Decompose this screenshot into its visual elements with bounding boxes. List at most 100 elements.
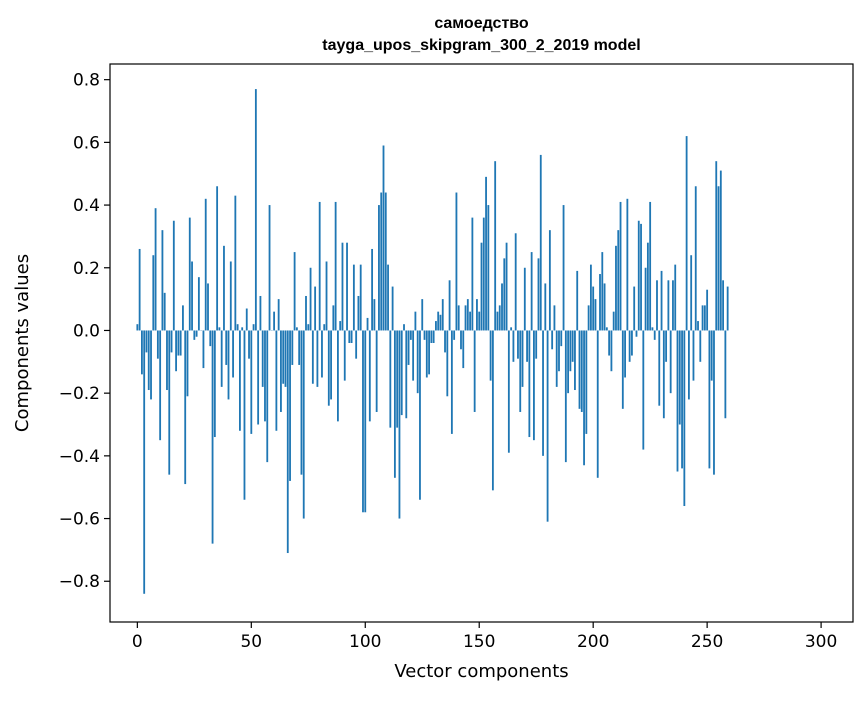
bar (697, 321, 699, 330)
bar (581, 330, 583, 412)
bar (549, 230, 551, 330)
bar (244, 330, 246, 499)
bar (396, 330, 398, 427)
bar (720, 171, 722, 331)
bar (462, 330, 464, 368)
bar (540, 155, 542, 331)
bar (168, 330, 170, 474)
bar (412, 330, 414, 380)
bar (358, 296, 360, 330)
bar (216, 186, 218, 330)
bar (727, 287, 729, 331)
bar (314, 287, 316, 331)
bar (383, 146, 385, 331)
bar (419, 330, 421, 499)
bar (296, 327, 298, 330)
bar (234, 196, 236, 331)
bar (702, 305, 704, 330)
bar (706, 290, 708, 331)
y-axis-ticks: −0.8−0.6−0.4−0.20.00.20.40.60.8 (59, 71, 110, 593)
bar (421, 299, 423, 330)
bar (335, 202, 337, 331)
bar (569, 330, 571, 371)
bar (162, 230, 164, 330)
x-tick-label: 0 (132, 632, 143, 652)
bar (207, 283, 209, 330)
bar (556, 330, 558, 386)
x-tick-label: 200 (577, 632, 609, 652)
bar (547, 330, 549, 521)
bar (663, 330, 665, 418)
y-tick-label: 0.6 (73, 133, 100, 153)
bar (513, 330, 515, 361)
x-tick-label: 300 (805, 632, 837, 652)
bar (645, 268, 647, 331)
bar (622, 330, 624, 408)
bar (326, 261, 328, 330)
bar (348, 330, 350, 343)
bar (567, 330, 569, 393)
bar (683, 330, 685, 506)
bar (519, 330, 521, 412)
bar (656, 280, 658, 330)
x-tick-label: 150 (463, 632, 495, 652)
bar (709, 330, 711, 468)
bar (339, 321, 341, 330)
bar (595, 299, 597, 330)
bar (353, 265, 355, 331)
bar (417, 330, 419, 393)
bar (155, 208, 157, 330)
y-tick-label: 0.2 (73, 259, 100, 279)
bar (182, 305, 184, 330)
bar (665, 330, 667, 361)
bar (647, 243, 649, 331)
bar (428, 330, 430, 374)
bar (674, 265, 676, 331)
bar (565, 330, 567, 462)
y-tick-label: 0.8 (73, 71, 100, 91)
bar (599, 274, 601, 330)
bar (597, 330, 599, 477)
bar (433, 330, 435, 343)
bar (560, 330, 562, 346)
bar (467, 299, 469, 330)
bar (278, 299, 280, 330)
bar (693, 330, 695, 380)
y-tick-label: 0.4 (73, 196, 100, 216)
bar (533, 330, 535, 440)
bar (542, 330, 544, 455)
bar (681, 330, 683, 468)
bar (218, 327, 220, 330)
bar (551, 330, 553, 349)
bar (228, 330, 230, 399)
bar (371, 249, 373, 331)
x-tick-label: 250 (691, 632, 723, 652)
bar (346, 243, 348, 331)
bar (487, 205, 489, 330)
bar (298, 330, 300, 364)
bar (718, 186, 720, 330)
bar (369, 330, 371, 421)
bar (469, 312, 471, 331)
bar (638, 221, 640, 331)
bar (699, 330, 701, 361)
bar (280, 330, 282, 412)
bar (387, 265, 389, 331)
bar (319, 202, 321, 331)
bar (715, 161, 717, 330)
bar (672, 280, 674, 330)
bar (444, 330, 446, 352)
bar (576, 271, 578, 331)
bar (631, 330, 633, 355)
bar (722, 280, 724, 330)
bar (301, 330, 303, 474)
bar (150, 330, 152, 399)
bar (524, 268, 526, 331)
bar (250, 330, 252, 433)
bar (695, 186, 697, 330)
bar (330, 330, 332, 399)
bar (531, 252, 533, 330)
x-axis-label: Vector components (394, 661, 568, 682)
